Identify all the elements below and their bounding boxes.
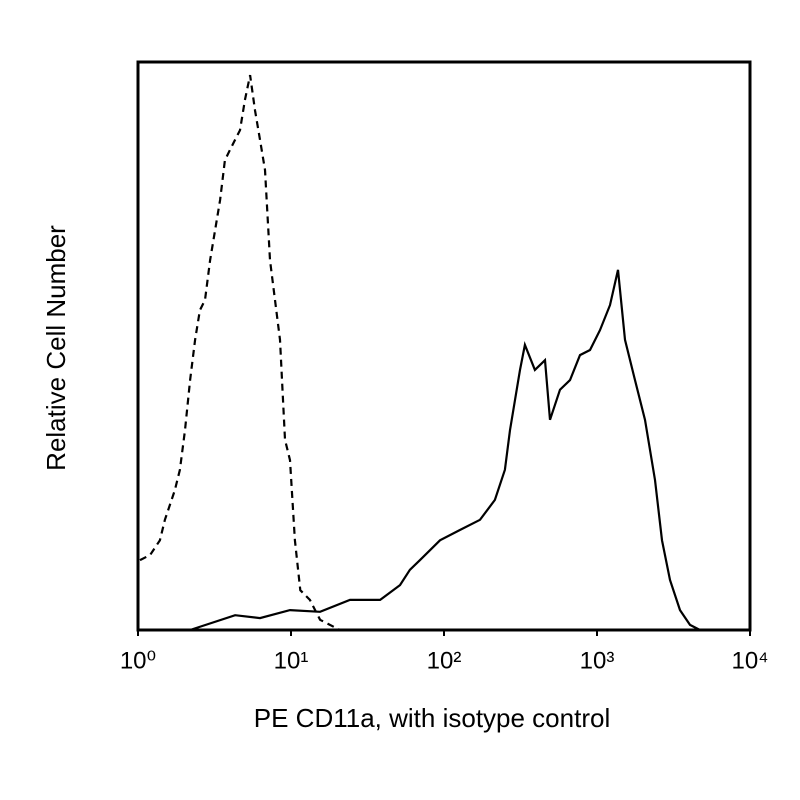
x-axis-label: PE CD11a, with isotype control — [254, 703, 610, 733]
series-line — [189, 269, 701, 632]
x-tick-label: 10⁴ — [731, 647, 768, 674]
x-tick-label: 10⁰ — [120, 647, 156, 674]
x-tick-label: 10¹ — [274, 647, 309, 674]
series-line — [139, 74, 620, 632]
y-axis-label: Relative Cell Number — [41, 225, 71, 471]
x-tick-label: 10² — [427, 647, 462, 674]
plot-frame — [136, 60, 752, 632]
x-tick-label: 10³ — [580, 647, 615, 674]
